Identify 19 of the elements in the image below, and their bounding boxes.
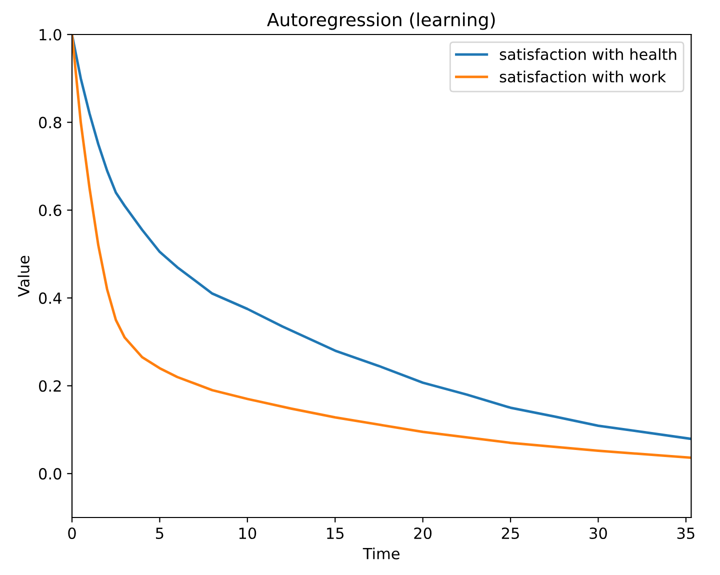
x-axis-title: Time	[362, 548, 400, 560]
y-tick-label: 0.6	[38, 204, 62, 216]
x-tick-label: 5	[156, 528, 164, 540]
x-tick-label: 25	[502, 527, 519, 540]
y-tick-label: 1.0	[40, 28, 62, 41]
x-tick-label: 30	[590, 527, 607, 540]
y-tick-label: 0.4	[38, 292, 62, 304]
legend-label: satisfaction with work	[500, 70, 666, 82]
x-tick-label: 15	[327, 528, 344, 540]
chart-title: Autoregression (learning)	[267, 12, 495, 30]
legend-label: satisfaction with health	[500, 48, 676, 60]
y-tick-label: 0.0	[38, 468, 62, 480]
x-tick-label: 20	[414, 527, 432, 540]
y-axis-title: Value	[18, 256, 30, 297]
x-tick-label: 10	[239, 527, 256, 540]
y-tick-label: 0.2	[38, 380, 61, 392]
x-tick-label: 0	[68, 527, 76, 540]
x-tick-label: 35	[677, 527, 694, 540]
y-tick-label: 0.8	[38, 116, 62, 128]
